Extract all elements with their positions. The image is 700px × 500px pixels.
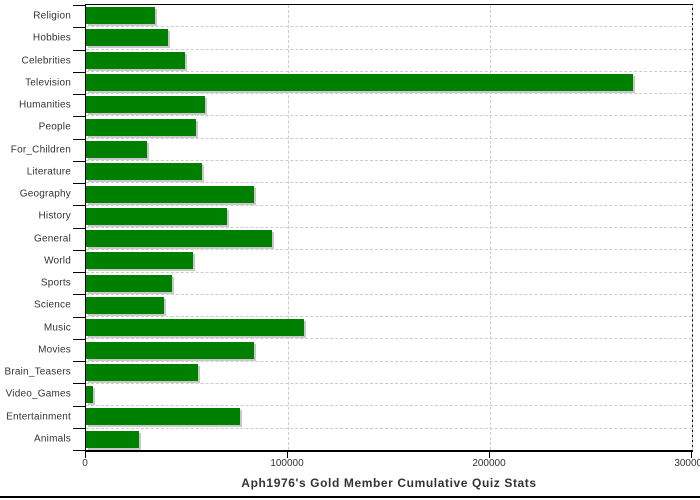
bar-people (86, 118, 197, 136)
category-label: Brain_Teasers (4, 366, 71, 378)
category-label: Hobbies (32, 32, 71, 44)
bar-movies (86, 341, 254, 359)
y-axis-tick (73, 427, 85, 429)
bar-history (86, 207, 228, 225)
category-label: Television (25, 77, 71, 89)
category-label: General (34, 233, 71, 245)
category-label: Humanities (18, 99, 71, 111)
bar-row (86, 249, 692, 271)
bar-row (86, 226, 692, 249)
bar-animals (86, 430, 139, 448)
y-axis-tick (73, 316, 85, 318)
category-label: Video_Games (5, 388, 71, 400)
y-axis-tick (73, 272, 85, 273)
y-axis-tick (73, 227, 85, 229)
bar-science (86, 297, 164, 314)
category-label: Religion (33, 10, 71, 22)
x-axis-tick (489, 452, 490, 458)
y-axis-tick (73, 249, 85, 251)
y-axis-tick (73, 5, 85, 6)
bar-row (86, 93, 692, 115)
bar-row (86, 115, 692, 137)
bar-row (86, 271, 692, 294)
bar-general (86, 230, 272, 248)
x-axis-tick (287, 452, 288, 458)
category-label: Movies (38, 344, 71, 356)
category-label: For_Children (10, 144, 71, 156)
y-axis-tick (73, 383, 85, 385)
category-label: Literature (26, 166, 71, 178)
bar-brain_teasers (86, 363, 199, 381)
bar-television (86, 74, 634, 92)
y-axis-tick (73, 160, 85, 162)
y-axis-tick (73, 205, 85, 207)
x-axis-tick (85, 452, 86, 458)
bottom-divider (0, 496, 700, 498)
category-label: World (44, 255, 71, 267)
plot-area (85, 4, 693, 452)
bar-humanities (86, 96, 206, 114)
x-axis-tick-label: 300000 (674, 458, 700, 469)
bar-geography (86, 185, 254, 203)
category-label: Sports (40, 277, 71, 289)
y-axis-tick (73, 450, 85, 451)
category-label: People (38, 121, 71, 133)
bar-world (86, 252, 194, 270)
bar-row (86, 48, 692, 71)
bar-music (86, 319, 305, 337)
category-label: Celebrities (21, 55, 71, 67)
bar-entertainment (86, 408, 240, 426)
bar-video_games (86, 386, 94, 404)
category-axis-labels: Religion Hobbies Celebrities Television Huma… (0, 5, 71, 450)
bar-literature (86, 163, 203, 181)
y-axis-tick (73, 138, 85, 140)
y-axis-tick (73, 294, 85, 296)
category-label: Animals (34, 433, 71, 445)
bar-row (86, 293, 692, 316)
y-axis-tick (73, 49, 85, 51)
gridline-vertical (692, 5, 693, 450)
y-axis-tick (73, 405, 85, 407)
x-axis-tick-label: 0 (82, 458, 88, 469)
category-label: History (38, 210, 71, 222)
bar-row (86, 338, 692, 360)
category-label: Science (34, 299, 71, 311)
bar-row (86, 360, 692, 383)
y-axis-tick (73, 361, 85, 362)
bar-row (86, 137, 692, 160)
y-axis-tick (73, 116, 85, 118)
bar-row (86, 316, 692, 338)
bar-religion (86, 7, 155, 25)
bar-row (86, 383, 692, 405)
bar-row (86, 182, 692, 204)
bar-row (86, 427, 692, 450)
y-axis-tick (73, 94, 85, 95)
y-axis-tick (73, 27, 85, 29)
y-axis-tick (73, 71, 85, 73)
chart-title: Aph1976's Gold Member Cumulative Quiz St… (241, 476, 537, 490)
bar-row (86, 204, 692, 227)
bar-row (86, 5, 692, 26)
x-axis-tick (691, 452, 692, 458)
category-label: Geography (19, 188, 71, 200)
category-label: Entertainment (6, 411, 71, 423)
bar-celebrities (86, 51, 185, 69)
bar-row (86, 26, 692, 48)
bar-for_children (86, 140, 147, 158)
x-axis-tick-label: 200000 (472, 458, 506, 469)
bar-sports (86, 274, 172, 292)
y-axis-tick (73, 183, 85, 184)
bar-row (86, 160, 692, 182)
x-axis-tick-label: 100000 (270, 458, 304, 469)
bar-row (86, 405, 692, 427)
bar-row (86, 70, 692, 93)
y-axis-tick (73, 338, 85, 340)
category-label: Music (43, 322, 71, 334)
bar-hobbies (86, 29, 168, 47)
